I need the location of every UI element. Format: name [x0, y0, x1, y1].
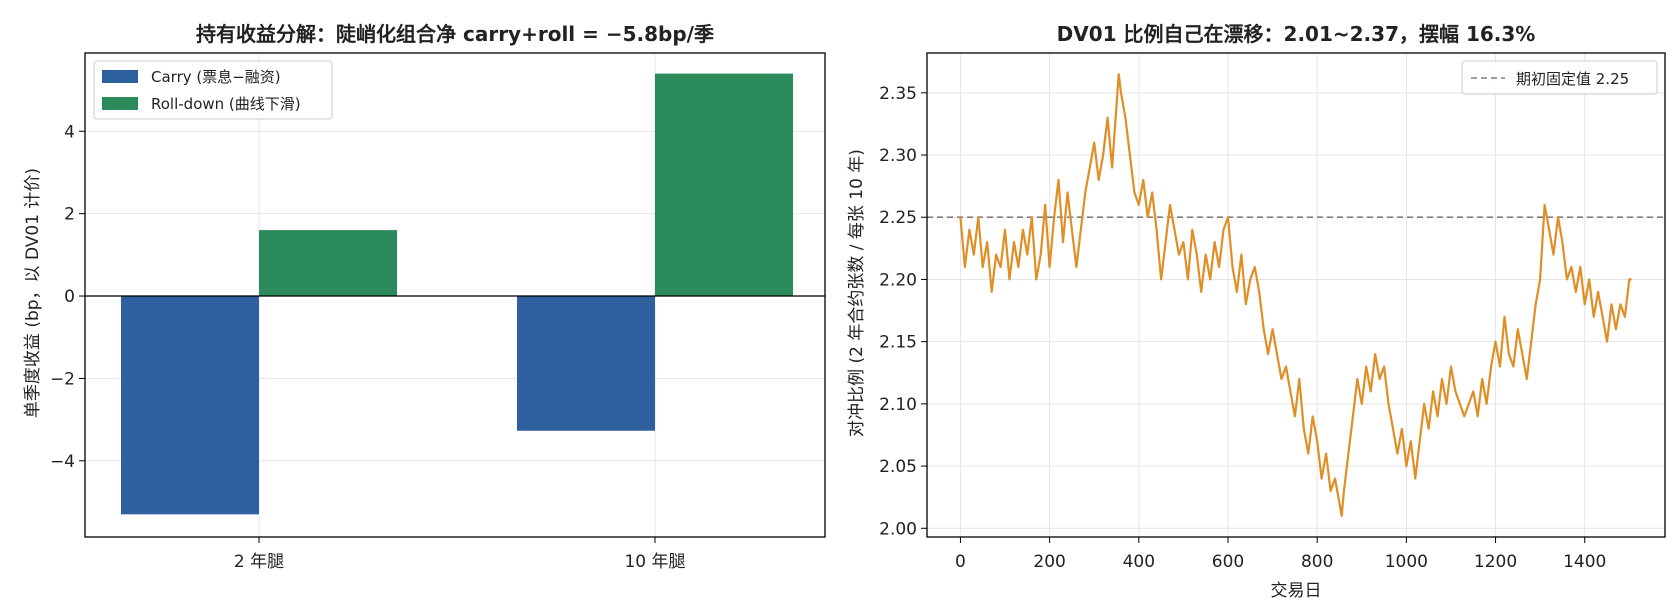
right-plot-frame: [926, 52, 1666, 538]
left-y-tick-label: 2: [64, 205, 75, 225]
right-x-tick-label: 1400: [1563, 552, 1606, 572]
right-legend-label: 期初固定值 2.25: [1516, 70, 1629, 88]
left-legend: Carry (票息−融资) Roll-down (曲线下滑): [93, 60, 333, 120]
right-x-tick-label: 1000: [1385, 552, 1428, 572]
left-plot-frame: [84, 52, 826, 538]
left-legend-swatch: [102, 97, 138, 110]
left-bars: [85, 73, 825, 515]
right-x-tick-label: 200: [1033, 552, 1065, 572]
right-y-tick-label: 2.20: [879, 270, 917, 290]
left-x-tick-label: 10 年腿: [624, 552, 685, 572]
left-y-tick-label: −2: [50, 369, 75, 389]
right-series-line: [959, 73, 1632, 517]
right-y-tick-label: 2.25: [879, 208, 917, 228]
right-x-tick-label: 400: [1123, 552, 1155, 572]
right-y-tick-label: 2.35: [879, 84, 917, 104]
right-chart-title: DV01 比例自己在漂移：2.01~2.37，摆幅 16.3%: [1057, 22, 1536, 46]
bar-carry-2: [517, 296, 655, 431]
bar-carry-1: [121, 296, 259, 515]
right-y-tick-label: 2.05: [879, 457, 917, 477]
left-legend-swatch: [102, 70, 138, 83]
left-y-tick-label: −4: [50, 452, 75, 472]
right-y-tick-label: 2.00: [879, 519, 917, 539]
right-legend: 期初固定值 2.25: [1461, 60, 1658, 95]
right-ticks: 0 200 400 600 800 1000 1200 1400 2.00 2.05 2.10 2.1…: [879, 84, 1606, 572]
left-y-tick-label: 0: [64, 287, 75, 307]
right-y-axis-label: 对冲比例 (2 年合约张数 / 每张 10 年): [847, 149, 867, 437]
left-y-tick-label: 4: [64, 122, 75, 142]
right-x-tick-label: 600: [1212, 552, 1244, 572]
left-legend-label: Roll-down (曲线下滑): [151, 95, 301, 113]
left-legend-label: Carry (票息−融资): [151, 68, 281, 86]
bar-rolldown-2: [655, 73, 793, 297]
carry-roll-bar-chart: 持有收益分解：陡峭化组合净 carry+roll = −5.8bp/季 −4 0 2…: [23, 22, 826, 572]
right-x-tick-label: 1200: [1474, 552, 1517, 572]
left-chart-title: 持有收益分解：陡峭化组合净 carry+roll = −5.8bp/季: [196, 22, 714, 46]
left-x-tick-label: 2 年腿: [234, 552, 284, 572]
right-x-tick-label: 0: [955, 552, 966, 572]
dv01-ratio-line-chart: DV01 比例自己在漂移：2.01~2.37，摆幅 16.3% 0 200 400 6…: [847, 22, 1666, 601]
right-x-tick-label: 800: [1301, 552, 1333, 572]
bar-rolldown-1: [259, 230, 397, 297]
right-x-axis-label: 交易日: [1271, 581, 1322, 601]
left-y-axis-label: 单季度收益 (bp，以 DV01 计价): [23, 168, 43, 418]
left-legend-box: [93, 60, 333, 120]
right-y-tick-label: 2.10: [879, 395, 917, 415]
right-y-tick-label: 2.30: [879, 146, 917, 166]
right-grid: [927, 53, 1665, 537]
right-legend-box: [1461, 60, 1658, 95]
right-y-tick-label: 2.15: [879, 333, 917, 353]
left-ticks: −4 0 2 4 −2 2 年腿 10 年腿: [50, 122, 686, 572]
dv01-ratio-series: [959, 73, 1632, 517]
